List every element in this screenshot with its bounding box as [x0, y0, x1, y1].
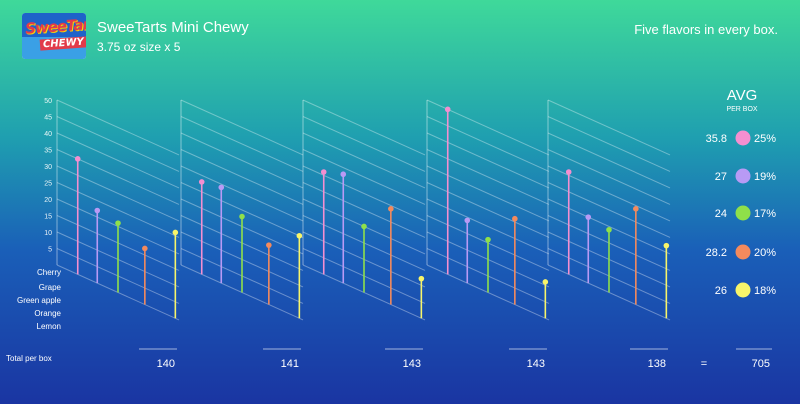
- pin-head: [198, 179, 205, 185]
- flavor-legend-label: Grape: [39, 283, 62, 292]
- gridline: [547, 116, 671, 172]
- y-tick-label: 45: [44, 115, 52, 122]
- gridline: [56, 99, 180, 156]
- gridline: [302, 165, 426, 222]
- pin-head: [340, 171, 347, 178]
- gridline: [56, 132, 180, 189]
- gridline: [426, 116, 550, 172]
- avg-value: 26: [715, 285, 727, 297]
- avg-title: AVG: [727, 87, 758, 104]
- chart-subtitle: 3.75 oz size x 5: [97, 40, 181, 54]
- avg-value: 27: [715, 171, 727, 183]
- pin-head: [542, 279, 549, 285]
- avg-percent: 19%: [754, 171, 776, 183]
- avg-dot: [735, 205, 751, 221]
- pin-head: [142, 245, 148, 252]
- y-tick-label: 10: [44, 230, 52, 237]
- avg-dot: [735, 168, 751, 184]
- equals-sign: =: [701, 358, 707, 370]
- gridline: [547, 149, 671, 205]
- flavor-legend-label: Green apple: [17, 296, 62, 305]
- y-tick-label: 35: [44, 148, 52, 155]
- gridline: [180, 149, 304, 205]
- gridline: [302, 99, 426, 156]
- avg-value: 24: [715, 208, 727, 220]
- gridline: [180, 132, 304, 189]
- avg-value: 35.8: [706, 133, 727, 145]
- gridline: [180, 116, 304, 172]
- pin-head: [172, 229, 179, 236]
- gridline: [426, 132, 550, 189]
- pin-head: [512, 215, 518, 222]
- pin-head: [464, 217, 471, 224]
- gridline: [180, 165, 304, 222]
- flavor-legend-label: Lemon: [37, 322, 61, 331]
- box-total: 143: [403, 358, 421, 370]
- pin-head: [94, 207, 101, 214]
- gridline: [547, 99, 671, 156]
- pin-head: [663, 242, 670, 249]
- gridline: [426, 165, 550, 222]
- flavor-legend-label: Cherry: [37, 268, 61, 277]
- avg-percent: 20%: [754, 247, 776, 259]
- pin-head: [485, 236, 491, 243]
- avg-percent: 18%: [754, 285, 776, 297]
- box-total: 138: [648, 358, 666, 370]
- pin-head: [444, 106, 451, 113]
- avg-percent: 17%: [754, 208, 776, 220]
- avg-percent: 25%: [754, 133, 776, 145]
- y-tick-label: 15: [44, 214, 52, 221]
- gridline: [302, 149, 426, 205]
- total-per-box-label: Total per box: [6, 354, 52, 363]
- gridline: [180, 99, 304, 156]
- pin-head: [320, 169, 327, 175]
- pin-head: [585, 214, 592, 220]
- box-total: 141: [281, 358, 299, 370]
- tagline: Five flavors in every box.: [634, 22, 778, 37]
- pin-head: [633, 206, 639, 212]
- avg-dot: [735, 244, 751, 260]
- avg-dot: [735, 130, 751, 146]
- chart-title: SweeTarts Mini Chewy: [97, 19, 249, 36]
- pin-head: [418, 275, 425, 282]
- avg-dot: [735, 282, 751, 298]
- gridline: [426, 182, 550, 238]
- pin-head: [606, 226, 612, 233]
- flavor-legend-label: Orange: [34, 309, 61, 318]
- gridline: [426, 149, 550, 205]
- box-total: 143: [527, 358, 545, 370]
- y-tick-label: 20: [44, 197, 52, 204]
- avg-subtitle: PER BOX: [726, 106, 757, 113]
- pin-head: [296, 232, 303, 239]
- box-total: 140: [157, 358, 175, 370]
- y-tick-label: 30: [44, 164, 52, 171]
- y-tick-label: 40: [44, 131, 52, 138]
- gridline: [302, 132, 426, 189]
- pin-head: [74, 156, 81, 162]
- pin-head: [115, 220, 121, 226]
- y-tick-label: 25: [44, 181, 52, 188]
- gridline: [547, 165, 671, 222]
- gridline: [56, 165, 180, 222]
- pin-head: [388, 206, 394, 212]
- pin-head: [266, 242, 272, 248]
- pin-head: [565, 169, 572, 175]
- pin-head: [239, 213, 245, 220]
- y-tick-label: 5: [48, 247, 52, 254]
- grand-total: 705: [752, 358, 770, 370]
- avg-value: 28.2: [706, 247, 727, 259]
- pin-head: [218, 184, 225, 191]
- pin-head: [361, 223, 367, 230]
- gridline: [302, 116, 426, 172]
- logo-top-band: [22, 13, 86, 37]
- sweetarts-logo: SweeTarts CHEWY: [22, 13, 86, 59]
- gridline: [547, 132, 671, 189]
- y-tick-label: 50: [44, 98, 52, 105]
- gridline: [56, 116, 180, 172]
